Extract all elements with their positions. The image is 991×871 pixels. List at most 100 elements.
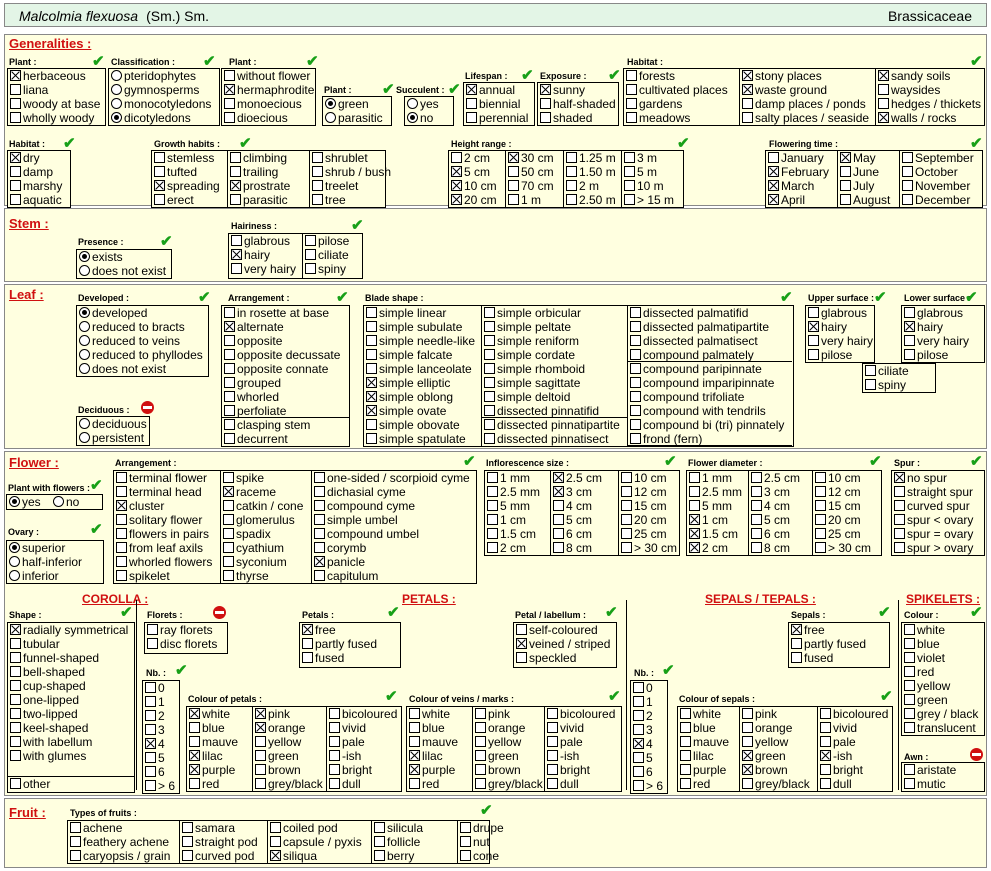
height-option[interactable]: 5 cm (449, 165, 490, 179)
checkbox[interactable] (224, 98, 235, 109)
checkbox[interactable] (820, 736, 831, 747)
checkbox[interactable] (626, 98, 637, 109)
checkbox[interactable] (904, 638, 915, 649)
col-veins-option[interactable]: green (473, 749, 519, 763)
leaf-arr-option[interactable]: in rosette at base (222, 306, 329, 320)
col-veins-option[interactable]: white (407, 707, 450, 721)
checkbox[interactable] (366, 363, 377, 374)
leaf-shape-option[interactable]: compound imparipinnate (628, 376, 774, 390)
col-veins-option[interactable]: purple (407, 763, 455, 777)
checkbox[interactable] (680, 722, 691, 733)
growth-option[interactable]: erect (152, 193, 194, 207)
petals-fused-option[interactable]: free (300, 623, 336, 637)
checkbox[interactable] (223, 570, 234, 581)
checkbox[interactable] (231, 249, 242, 260)
leaf-shape-option[interactable]: simple spatulate (364, 432, 466, 446)
checkbox[interactable] (904, 624, 915, 635)
growth-option[interactable]: shrublet (310, 151, 368, 165)
leaf-shape-option[interactable]: simple deltoid (482, 390, 570, 404)
checkbox[interactable] (904, 722, 915, 733)
infl-size-option[interactable]: 3 cm (551, 485, 592, 499)
checkbox[interactable] (182, 850, 193, 861)
checkbox[interactable] (487, 514, 498, 525)
checkbox[interactable] (409, 708, 420, 719)
stem-hair-option[interactable]: ciliate (303, 248, 349, 262)
checkbox[interactable] (547, 708, 558, 719)
checkbox[interactable] (751, 528, 762, 539)
checkbox[interactable] (314, 556, 325, 567)
checkbox[interactable] (314, 542, 325, 553)
col-veins-option[interactable]: pale (545, 735, 583, 749)
checkbox[interactable] (224, 70, 235, 81)
cor-nb-option[interactable]: 1 (143, 695, 165, 709)
fl-diam-option[interactable]: 3 cm (749, 485, 790, 499)
checkbox[interactable] (633, 724, 644, 735)
checkbox[interactable] (902, 194, 913, 205)
checkbox[interactable] (182, 822, 193, 833)
sep-nb-option[interactable]: 1 (631, 695, 653, 709)
checkbox[interactable] (630, 363, 641, 374)
height-option[interactable]: 1 m (506, 193, 541, 207)
col-veins-option[interactable]: bicoloured (545, 707, 615, 721)
fl-arr-option[interactable]: catkin / cone (221, 499, 303, 513)
checkbox[interactable] (10, 722, 21, 733)
checkbox[interactable] (312, 194, 323, 205)
checkbox[interactable] (904, 335, 915, 346)
col-petals-option[interactable]: lilac (187, 749, 223, 763)
checkbox[interactable] (815, 542, 826, 553)
leaf-shape-option[interactable]: compound paripinnate (628, 362, 762, 376)
checkbox[interactable] (904, 652, 915, 663)
infl-size-option[interactable]: 2.5 cm (551, 471, 602, 485)
checkbox[interactable] (302, 638, 313, 649)
fl-arr-option[interactable]: spikelet (114, 569, 170, 583)
leaf-arr-option[interactable]: grouped (222, 376, 281, 390)
growth-option[interactable]: stemless (152, 151, 214, 165)
fl-arr-option[interactable]: spike (221, 471, 264, 485)
checkbox[interactable] (10, 708, 21, 719)
checkbox[interactable] (223, 500, 234, 511)
leaf-dec-option[interactable]: deciduous (77, 417, 147, 431)
fruits-option[interactable]: siliqua (268, 849, 317, 863)
classification-option[interactable]: pteridophytes (109, 69, 196, 83)
checkbox[interactable] (840, 166, 851, 177)
habitat1-option[interactable]: gardens (624, 97, 682, 111)
checkbox[interactable] (487, 542, 498, 553)
checkbox[interactable] (314, 500, 325, 511)
checkbox[interactable] (182, 836, 193, 847)
height-option[interactable]: 10 m (622, 179, 664, 193)
checkbox[interactable] (366, 391, 377, 402)
radio[interactable] (325, 98, 336, 109)
leaf-shared-option[interactable]: spiny (863, 378, 906, 392)
infl-size-option[interactable]: > 30 cm (619, 541, 677, 555)
checkbox[interactable] (10, 652, 21, 663)
col-petals-option[interactable]: red (187, 777, 219, 791)
checkbox[interactable] (255, 750, 266, 761)
growth-option[interactable]: parasitic (228, 193, 288, 207)
checkbox[interactable] (865, 379, 876, 390)
habitat1-option[interactable]: salty places / seaside (740, 111, 869, 125)
ovary-option[interactable]: inferior (7, 569, 59, 583)
checkbox[interactable] (751, 514, 762, 525)
checkbox[interactable] (689, 542, 700, 553)
fl-diam-option[interactable]: 5 cm (749, 513, 790, 527)
spur-option[interactable]: spur = ovary (892, 527, 973, 541)
cor-shape-option[interactable]: bell-shaped (8, 665, 85, 679)
spur-option[interactable]: no spur (892, 471, 947, 485)
infl-size-option[interactable]: 2.5 mm (485, 485, 540, 499)
infl-size-option[interactable]: 4 cm (551, 499, 592, 513)
checkbox[interactable] (621, 542, 632, 553)
spur-option[interactable]: straight spur (892, 485, 973, 499)
checkbox[interactable] (768, 152, 779, 163)
lifespan-option[interactable]: annual (464, 83, 515, 97)
checkbox[interactable] (894, 500, 905, 511)
infl-size-option[interactable]: 5 mm (485, 499, 530, 513)
cor-nb-option[interactable]: 5 (143, 751, 165, 765)
checkbox[interactable] (621, 528, 632, 539)
plant-flower-option[interactable]: monoecious (222, 97, 302, 111)
checkbox[interactable] (10, 98, 21, 109)
leaf-dev-option[interactable]: developed (77, 306, 147, 320)
leaf-arr-option[interactable]: perfoliate (222, 404, 286, 418)
fl-diam-option[interactable]: 1 mm (687, 471, 732, 485)
flowering-option[interactable]: October (900, 165, 958, 179)
leaf-shape-option[interactable]: simple subulate (364, 320, 462, 334)
